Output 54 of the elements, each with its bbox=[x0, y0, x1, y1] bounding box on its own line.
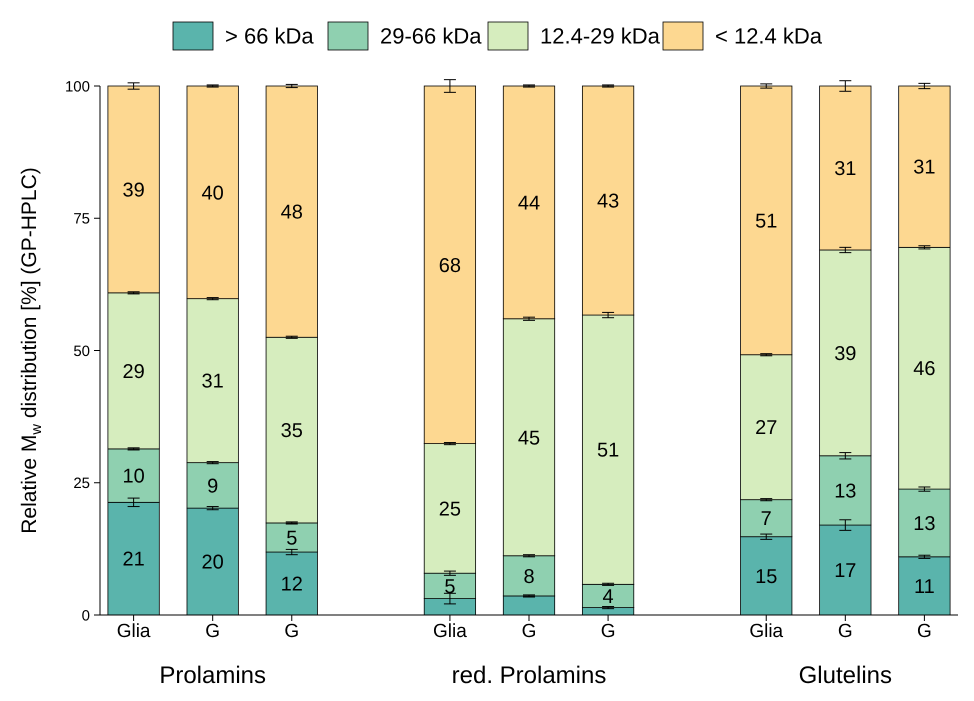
x-tick-label: Glia bbox=[116, 621, 151, 642]
data-label: 68 bbox=[438, 254, 462, 277]
data-label: 25 bbox=[438, 498, 462, 520]
data-label: 51 bbox=[755, 210, 778, 232]
data-label: 5 bbox=[444, 576, 456, 598]
data-label: 20 bbox=[202, 552, 224, 574]
legend-label: 12.4-29 kDa bbox=[540, 24, 661, 49]
data-label: 11 bbox=[914, 576, 935, 598]
x-tick-label: Glia bbox=[749, 621, 784, 642]
data-label: 7 bbox=[760, 508, 772, 530]
legend-label: 29-66 kDa bbox=[380, 24, 482, 49]
x-tick-label: G bbox=[522, 621, 536, 642]
data-label: 35 bbox=[280, 420, 303, 442]
y-tick-label: 0 bbox=[82, 607, 90, 624]
data-label: 21 bbox=[122, 548, 145, 571]
x-tick-label: G bbox=[600, 621, 616, 642]
data-label: 13 bbox=[834, 480, 856, 502]
data-label: 17 bbox=[834, 560, 856, 582]
y-tick-label: 50 bbox=[73, 342, 90, 360]
data-label: 51 bbox=[596, 440, 620, 462]
x-tick-label: Glia bbox=[433, 621, 468, 642]
x-tick-label: G bbox=[284, 621, 300, 642]
data-label: 10 bbox=[122, 466, 145, 488]
text: Glutelins bbox=[798, 662, 892, 689]
data-label: 46 bbox=[913, 358, 936, 380]
data-label: 29 bbox=[122, 360, 145, 383]
text: red. Prolamins bbox=[452, 662, 606, 689]
data-label: 40 bbox=[202, 182, 224, 204]
data-label: 5 bbox=[286, 528, 298, 550]
data-label: 43 bbox=[596, 190, 620, 213]
data-label: 44 bbox=[518, 192, 540, 214]
y-tick-label: 75 bbox=[73, 210, 90, 228]
data-label: 45 bbox=[518, 427, 540, 450]
data-label: 48 bbox=[280, 202, 303, 224]
data-label: 31 bbox=[202, 370, 224, 393]
legend-label: < 12.4 kDa bbox=[715, 24, 823, 49]
data-label: 12 bbox=[280, 574, 303, 596]
data-label: 13 bbox=[913, 512, 936, 535]
y-tick-label: 100 bbox=[64, 78, 90, 96]
y-tick-label: 25 bbox=[73, 475, 90, 492]
data-label: 39 bbox=[834, 342, 856, 365]
legend-label: > 66 kDa bbox=[225, 24, 314, 49]
x-tick-label: G bbox=[838, 621, 853, 642]
data-label: 31 bbox=[913, 156, 936, 179]
data-label: 39 bbox=[122, 179, 145, 202]
text: Prolamins bbox=[159, 662, 266, 689]
x-tick-label: G bbox=[917, 621, 932, 642]
x-tick-label: G bbox=[205, 621, 220, 642]
data-label: 15 bbox=[755, 566, 778, 588]
data-label: 4 bbox=[602, 586, 614, 608]
data-label: 8 bbox=[523, 566, 535, 588]
data-label: 31 bbox=[834, 158, 856, 180]
data-label: 27 bbox=[755, 417, 778, 440]
data-label: 9 bbox=[207, 475, 218, 498]
